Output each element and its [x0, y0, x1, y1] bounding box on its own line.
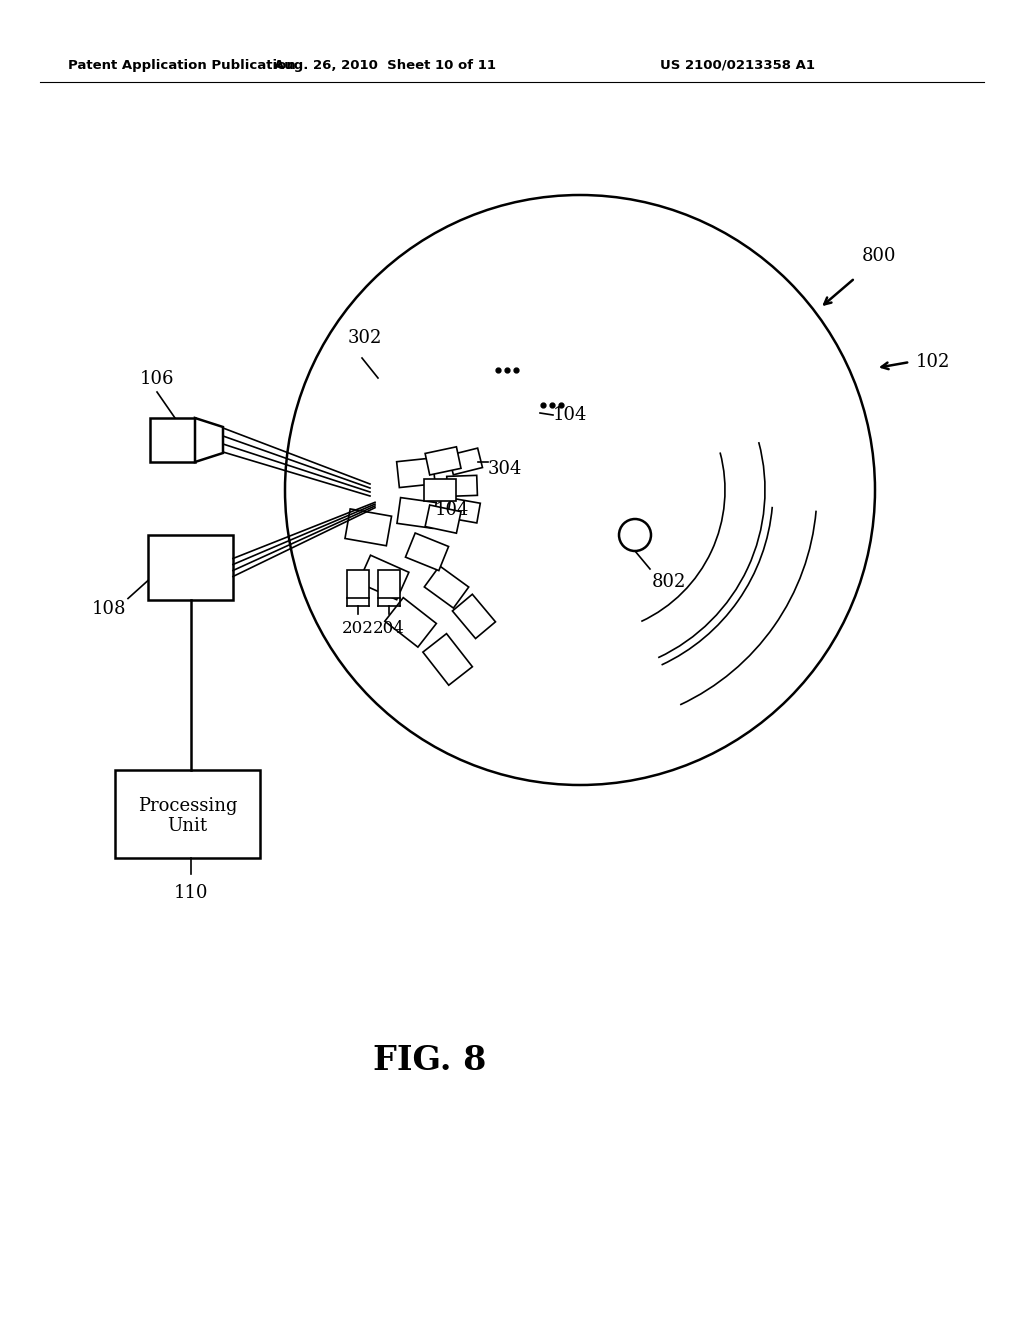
Text: 304: 304: [488, 459, 522, 478]
Text: 104: 104: [553, 407, 588, 424]
Polygon shape: [396, 458, 435, 487]
Text: Aug. 26, 2010  Sheet 10 of 11: Aug. 26, 2010 Sheet 10 of 11: [274, 58, 496, 71]
Text: 302: 302: [348, 329, 382, 347]
Polygon shape: [424, 566, 469, 609]
Polygon shape: [453, 594, 496, 639]
Polygon shape: [425, 506, 461, 533]
Polygon shape: [449, 447, 482, 475]
Polygon shape: [385, 598, 436, 647]
Polygon shape: [446, 475, 477, 496]
Text: 202: 202: [342, 620, 374, 638]
Text: 800: 800: [862, 247, 896, 265]
Text: 106: 106: [139, 370, 174, 388]
Bar: [347, 570, 369, 598]
Bar: [115, 770, 260, 858]
Text: 802: 802: [652, 573, 686, 591]
Bar: [150, 418, 195, 462]
Text: 102: 102: [916, 352, 950, 371]
Bar: [378, 570, 400, 598]
Polygon shape: [423, 634, 472, 685]
Polygon shape: [406, 533, 449, 570]
Polygon shape: [358, 556, 409, 599]
Text: 104: 104: [435, 502, 469, 519]
Text: 204: 204: [373, 620, 404, 638]
Text: US 2100/0213358 A1: US 2100/0213358 A1: [660, 58, 815, 71]
Bar: [148, 535, 233, 601]
Text: 110: 110: [173, 884, 208, 902]
Polygon shape: [425, 446, 461, 475]
Text: 108: 108: [91, 601, 126, 619]
Text: Patent Application Publication: Patent Application Publication: [68, 58, 296, 71]
Polygon shape: [345, 510, 391, 545]
Text: Processing: Processing: [138, 797, 238, 814]
Polygon shape: [195, 418, 223, 462]
Polygon shape: [447, 498, 480, 523]
Polygon shape: [424, 479, 456, 502]
Polygon shape: [397, 498, 436, 528]
Text: FIG. 8: FIG. 8: [374, 1044, 486, 1077]
Text: Unit: Unit: [168, 817, 208, 836]
